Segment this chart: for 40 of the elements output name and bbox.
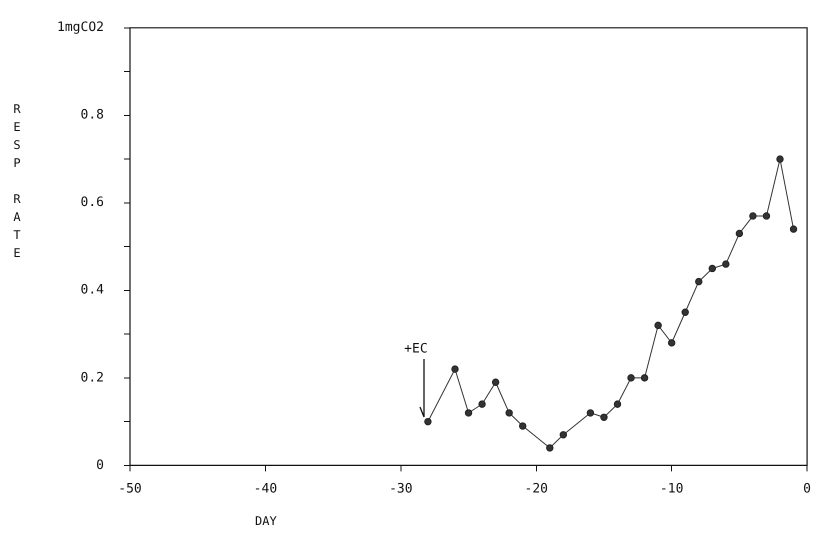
y-tick-label: 1mgCO2 (57, 20, 104, 36)
point (749, 212, 757, 220)
point (627, 374, 635, 382)
point (451, 365, 459, 373)
point (424, 418, 432, 426)
point (560, 431, 568, 438)
point (492, 378, 500, 386)
y-axis-title: RESP RATE (10, 102, 24, 264)
y-tick-label: 0 (96, 458, 104, 473)
x-tick-label: -40 (254, 482, 278, 497)
y-tick-label: 0.2 (80, 370, 104, 386)
point (600, 414, 608, 421)
point (478, 400, 486, 408)
y-tick-label: 0.8 (80, 108, 104, 123)
point (505, 409, 513, 417)
x-tick-label: -10 (660, 482, 684, 497)
point (546, 444, 554, 452)
x-tick-label: 0 (803, 482, 811, 497)
point (736, 230, 744, 238)
annotation: +EC (404, 342, 428, 357)
x-tick-label: -50 (118, 482, 142, 497)
point (790, 225, 798, 233)
point (722, 260, 730, 268)
point (776, 155, 784, 163)
x-axis-title: DAY (255, 514, 277, 528)
point (519, 422, 526, 430)
y-tick-label: 0.6 (80, 195, 104, 210)
point (654, 322, 662, 330)
point (762, 212, 770, 220)
point (586, 409, 594, 417)
point (695, 278, 702, 286)
point (682, 308, 689, 316)
point (614, 400, 622, 408)
point (640, 374, 648, 382)
point (708, 264, 716, 272)
x-tick-label: -20 (524, 482, 548, 497)
x-tick-label: -30 (389, 482, 413, 497)
y-tick-label: 0.4 (80, 282, 104, 298)
point (668, 339, 676, 347)
point (464, 409, 472, 417)
